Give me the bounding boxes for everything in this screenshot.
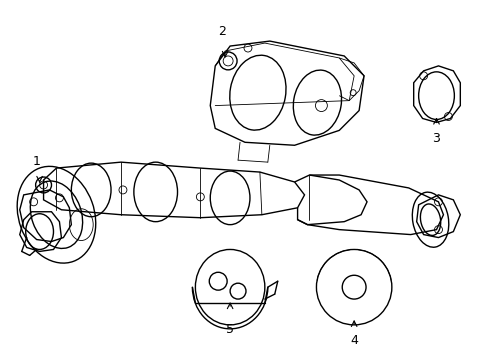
Text: 1: 1 xyxy=(33,155,41,168)
Text: 2: 2 xyxy=(218,25,225,38)
Text: 5: 5 xyxy=(225,323,234,336)
Text: 3: 3 xyxy=(432,132,440,145)
Text: 4: 4 xyxy=(349,334,357,347)
